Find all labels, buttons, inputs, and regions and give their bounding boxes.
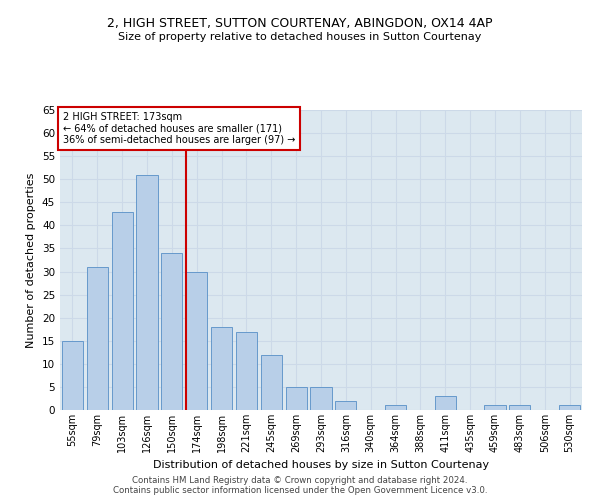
Bar: [236, 332, 257, 410]
Bar: [509, 406, 530, 410]
Bar: [559, 406, 580, 410]
Bar: [161, 253, 182, 410]
Bar: [435, 396, 456, 410]
Text: 2, HIGH STREET, SUTTON COURTENAY, ABINGDON, OX14 4AP: 2, HIGH STREET, SUTTON COURTENAY, ABINGD…: [107, 18, 493, 30]
Text: Size of property relative to detached houses in Sutton Courtenay: Size of property relative to detached ho…: [118, 32, 482, 42]
Bar: [286, 387, 307, 410]
Bar: [87, 267, 108, 410]
Bar: [484, 406, 506, 410]
Bar: [186, 272, 207, 410]
X-axis label: Distribution of detached houses by size in Sutton Courtenay: Distribution of detached houses by size …: [153, 460, 489, 470]
Bar: [211, 327, 232, 410]
Text: Contains HM Land Registry data © Crown copyright and database right 2024.
Contai: Contains HM Land Registry data © Crown c…: [113, 476, 487, 495]
Bar: [310, 387, 332, 410]
Bar: [136, 174, 158, 410]
Bar: [112, 212, 133, 410]
Bar: [335, 401, 356, 410]
Bar: [62, 341, 83, 410]
Bar: [385, 406, 406, 410]
Text: 2 HIGH STREET: 173sqm
← 64% of detached houses are smaller (171)
36% of semi-det: 2 HIGH STREET: 173sqm ← 64% of detached …: [62, 112, 295, 144]
Y-axis label: Number of detached properties: Number of detached properties: [26, 172, 37, 348]
Bar: [261, 354, 282, 410]
